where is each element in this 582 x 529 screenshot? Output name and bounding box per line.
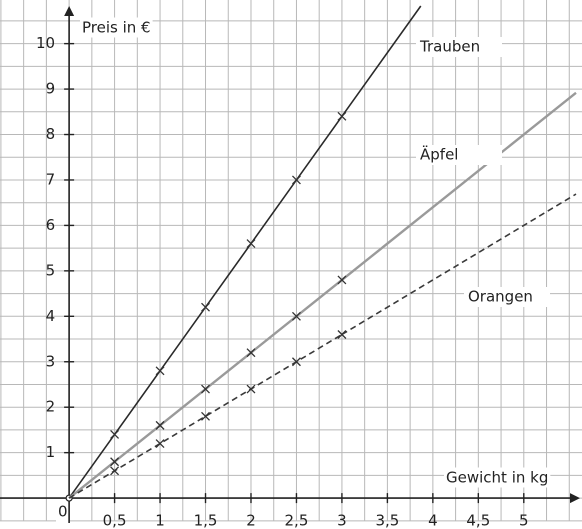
line-extension bbox=[341, 91, 577, 281]
y-tick-label: 7 bbox=[46, 170, 56, 188]
x-tick-label: 3 bbox=[337, 512, 347, 529]
series-label: Orangen bbox=[468, 288, 533, 306]
point-marker bbox=[155, 439, 165, 449]
point-marker bbox=[155, 366, 165, 376]
x-tick-label: 2,5 bbox=[285, 512, 309, 529]
x-axis-arrow bbox=[570, 493, 580, 504]
x-axis-label-bg bbox=[444, 467, 551, 488]
point-marker bbox=[155, 420, 165, 430]
x-tick-label: 2 bbox=[246, 512, 256, 529]
legend-bg bbox=[416, 37, 502, 57]
x-axis-label: Gewicht in kg bbox=[446, 469, 548, 487]
y-tick-label: 1 bbox=[46, 443, 56, 461]
point-marker bbox=[337, 111, 347, 121]
x-tick-label: 4 bbox=[428, 512, 438, 529]
point-marker bbox=[291, 175, 301, 185]
point-marker bbox=[201, 384, 210, 394]
point-marker bbox=[337, 330, 347, 339]
point-marker bbox=[246, 384, 256, 394]
legend-bg bbox=[464, 287, 550, 307]
line-extension bbox=[341, 193, 577, 336]
point-marker bbox=[110, 466, 120, 476]
y-axis-arrow bbox=[64, 6, 75, 16]
point-marker bbox=[110, 457, 120, 467]
y-tick-label: 6 bbox=[46, 216, 56, 234]
x-tick-label: 4,5 bbox=[466, 512, 490, 529]
point-marker bbox=[110, 430, 120, 439]
point-marker bbox=[201, 302, 210, 312]
point-marker bbox=[246, 348, 256, 358]
series-label: Trauben bbox=[419, 38, 480, 56]
line-extension bbox=[341, 5, 422, 117]
x-tick-label: 3,5 bbox=[375, 512, 399, 529]
x-tick-label: 1,5 bbox=[194, 512, 218, 529]
point-marker bbox=[201, 411, 210, 421]
x-tick-label: 0,5 bbox=[103, 512, 127, 529]
point-marker bbox=[337, 275, 347, 285]
point-marker bbox=[291, 311, 301, 321]
legend-bg bbox=[416, 145, 502, 165]
y-tick-label: 5 bbox=[46, 261, 56, 279]
origin-label: 0 bbox=[58, 503, 68, 521]
series-label: Äpfel bbox=[420, 145, 458, 164]
y-tick-label: 2 bbox=[46, 398, 56, 416]
origin-label-bg bbox=[56, 501, 70, 522]
y-axis-label-bg bbox=[80, 17, 153, 38]
x-tick-label: 1 bbox=[155, 512, 165, 529]
y-tick-label: 3 bbox=[46, 352, 56, 370]
y-tick-label: 9 bbox=[46, 80, 56, 98]
point-marker bbox=[291, 357, 301, 367]
y-tick-label: 10 bbox=[36, 34, 55, 52]
y-tick-label: 4 bbox=[46, 307, 56, 325]
y-tick-label: 8 bbox=[46, 125, 56, 143]
x-tick-label: 5 bbox=[519, 512, 529, 529]
y-axis-label: Preis in € bbox=[82, 19, 151, 37]
point-marker bbox=[246, 239, 256, 249]
